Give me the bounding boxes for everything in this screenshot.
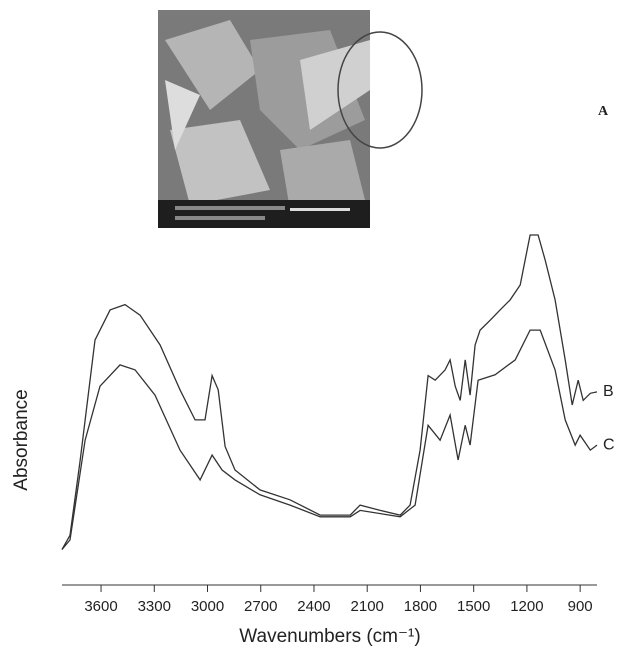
panel-label: A [598,104,609,119]
x-axis-label: Wavenumbers (cm⁻¹) [239,626,420,647]
sem-image [158,10,423,228]
x-tick-label: 1500 [457,598,490,615]
x-tick-label: 2700 [244,598,277,615]
y-axis-label: Absorbance [11,389,32,490]
series-label: C [603,436,615,453]
x-tick-label: 3000 [191,598,224,615]
x-tick-label: 1800 [404,598,437,615]
x-tick-label: 2100 [351,598,384,615]
x-tick-label: 1200 [510,598,543,615]
series-label: B [603,383,614,400]
x-tick-label: 2400 [297,598,330,615]
spectrum-line [61,329,598,550]
x-tick-label: 3300 [138,598,171,615]
x-tick-label: 3600 [84,598,117,615]
x-tick-label: 900 [568,598,593,615]
spectrum-line [61,234,598,550]
